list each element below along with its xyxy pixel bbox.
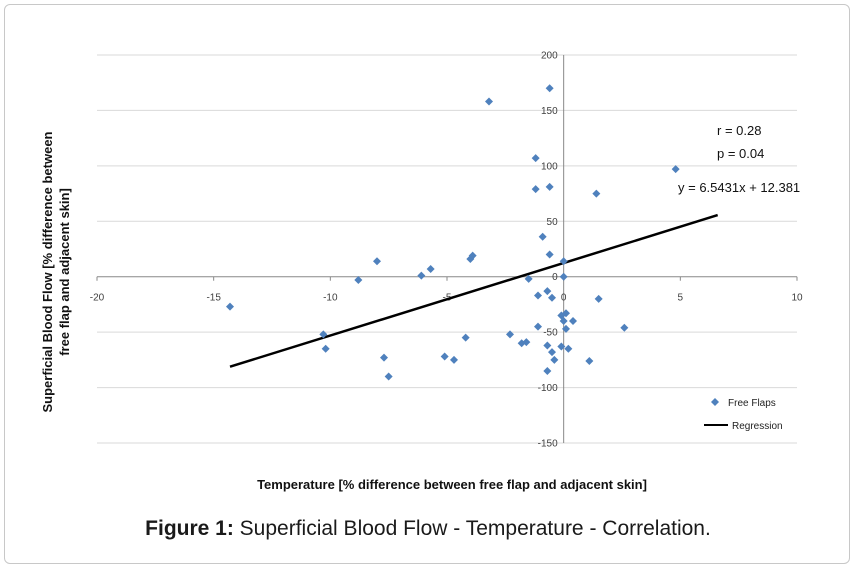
regression-line bbox=[229, 213, 719, 368]
caption-text: Superficial Blood Flow - Temperature - C… bbox=[233, 517, 711, 540]
data-point bbox=[226, 302, 234, 311]
regression-equation: y = 6.5431x + 12.381 bbox=[678, 180, 800, 195]
data-point bbox=[548, 293, 556, 302]
x-tick-label: -15 bbox=[206, 293, 221, 304]
data-point bbox=[450, 355, 458, 364]
data-point bbox=[562, 324, 570, 333]
y-tick-label: 200 bbox=[541, 51, 558, 62]
data-point bbox=[384, 372, 393, 381]
y-tick-label: 0 bbox=[552, 272, 558, 283]
legend-label-free-flaps: Free Flaps bbox=[728, 398, 776, 409]
data-point bbox=[545, 182, 554, 191]
figure-frame bbox=[4, 4, 850, 564]
data-point bbox=[538, 232, 547, 241]
data-point bbox=[545, 84, 554, 93]
data-point bbox=[506, 330, 514, 339]
data-point bbox=[319, 330, 328, 339]
y-tick-label: 50 bbox=[547, 217, 559, 228]
data-point bbox=[548, 348, 556, 357]
data-point bbox=[559, 257, 568, 266]
data-point bbox=[531, 185, 540, 194]
x-tick-label: 5 bbox=[678, 293, 684, 304]
data-point bbox=[543, 366, 552, 375]
gridlines bbox=[97, 54, 797, 444]
data-point bbox=[671, 165, 680, 174]
x-tick-label: -20 bbox=[90, 293, 105, 304]
data-point bbox=[545, 250, 554, 259]
data-point bbox=[461, 333, 470, 342]
data-point bbox=[534, 322, 542, 331]
data-point bbox=[559, 272, 568, 281]
x-tick-label: 10 bbox=[791, 293, 803, 304]
data-point bbox=[585, 356, 594, 365]
x-tick-label: -10 bbox=[323, 293, 338, 304]
data-points bbox=[226, 84, 680, 381]
data-point bbox=[594, 294, 603, 303]
data-point bbox=[620, 323, 629, 332]
legend: Free Flaps Regression bbox=[704, 398, 783, 432]
regression-layer bbox=[229, 213, 719, 368]
data-point bbox=[550, 355, 559, 364]
y-tick-label: -100 bbox=[538, 383, 558, 394]
data-point bbox=[485, 97, 493, 106]
data-point bbox=[524, 274, 533, 283]
data-point bbox=[440, 352, 449, 361]
data-point bbox=[380, 353, 388, 362]
data-point bbox=[468, 251, 477, 260]
data-point bbox=[592, 189, 601, 198]
y-tick-labels: -150 -100 -50 0 50 100 150 200 bbox=[538, 51, 558, 450]
y-tick-label: 100 bbox=[541, 161, 558, 172]
data-point bbox=[557, 342, 566, 351]
y-axis-title-line-1: Superficial Blood Flow [% difference bet… bbox=[40, 131, 55, 412]
y-tick-label: -50 bbox=[543, 328, 558, 339]
data-point bbox=[543, 287, 552, 296]
r-value-annotation: r = 0.28 bbox=[717, 123, 761, 138]
y-axis-title: Superficial Blood Flow [% difference bet… bbox=[40, 131, 72, 412]
data-point bbox=[354, 276, 363, 285]
data-point bbox=[559, 317, 568, 326]
y-tick-label: -150 bbox=[538, 439, 558, 450]
data-point bbox=[531, 154, 540, 163]
x-axis-title: Temperature [% difference between free f… bbox=[257, 477, 647, 492]
data-point bbox=[564, 344, 573, 353]
data-point bbox=[417, 271, 426, 280]
data-point bbox=[569, 317, 577, 326]
data-point bbox=[321, 344, 330, 353]
y-axis-title-line-2: free flap and adjacent skin] bbox=[57, 188, 72, 356]
data-point bbox=[543, 341, 552, 350]
p-value-annotation: p = 0.04 bbox=[717, 146, 764, 161]
legend-label-regression: Regression bbox=[732, 421, 783, 432]
caption-label: Figure 1: bbox=[145, 517, 234, 540]
figure-caption: Figure 1: Superficial Blood Flow - Tempe… bbox=[0, 517, 856, 541]
data-point bbox=[522, 338, 531, 347]
data-point bbox=[534, 291, 542, 300]
legend-marker-free-flaps bbox=[711, 398, 719, 406]
axes bbox=[96, 55, 798, 443]
data-point bbox=[562, 309, 570, 318]
data-point bbox=[426, 264, 435, 273]
y-tick-label: 150 bbox=[541, 106, 558, 117]
x-tick-label: 0 bbox=[561, 293, 567, 304]
scatter-chart: -20-15-10-50510 -150-100-50050100150200 … bbox=[40, 51, 803, 493]
data-point bbox=[373, 257, 381, 266]
